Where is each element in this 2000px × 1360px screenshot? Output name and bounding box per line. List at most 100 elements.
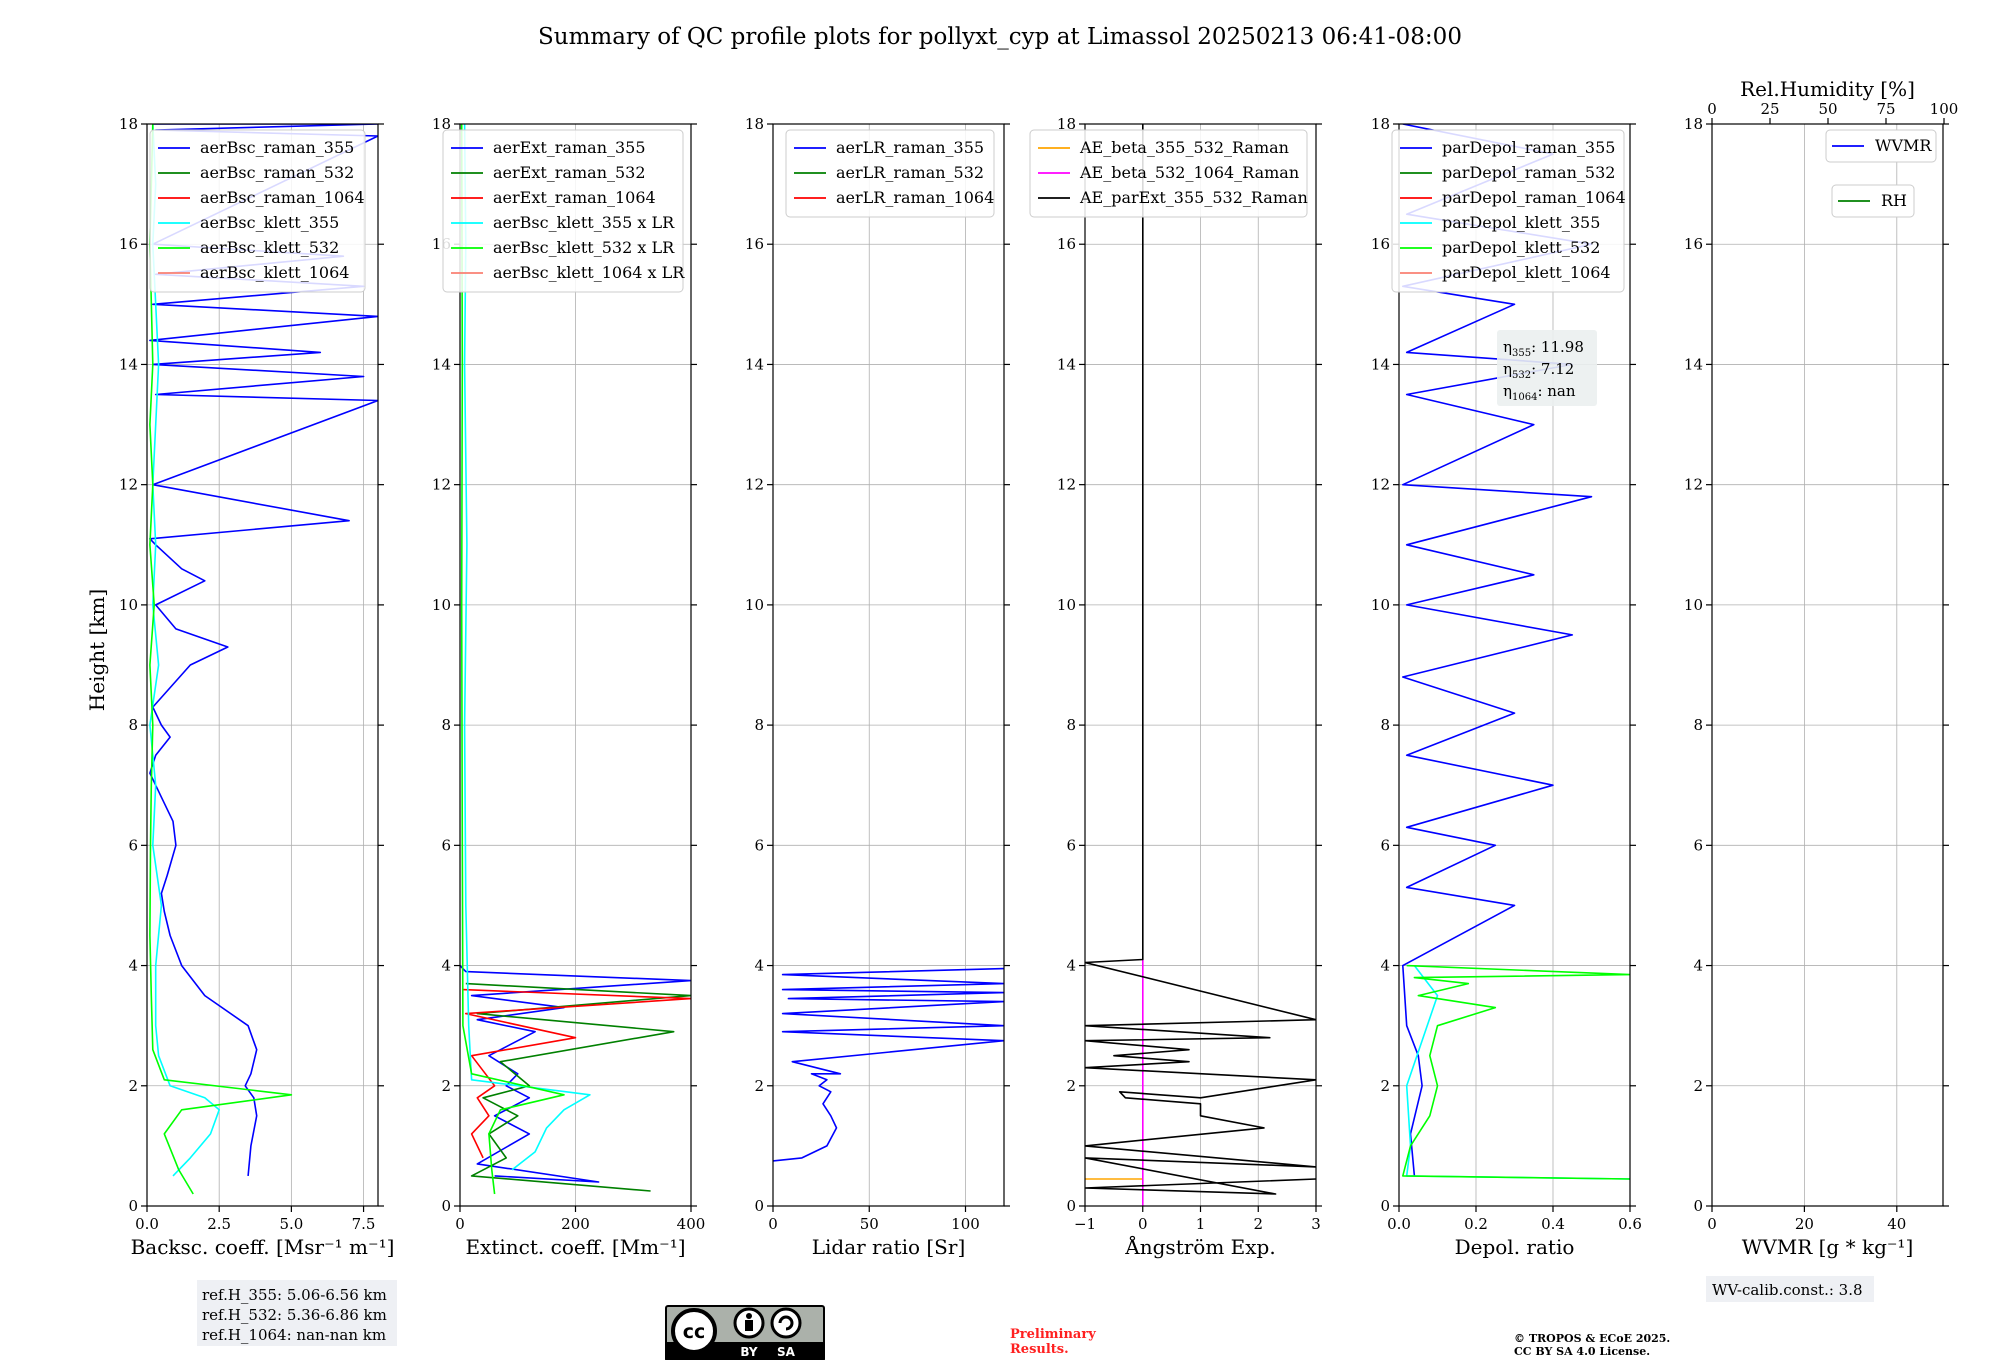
x-tick-label: 0.2 [1464,1215,1488,1233]
legend-box [149,129,366,293]
x-tick-label: 2 [1253,1215,1263,1233]
legend-label: aerLR_raman_355 [836,138,984,157]
copyright-label: © TROPOS & ECoE 2025. [1514,1332,1670,1345]
copyright-label: CC BY SA 4.0 License. [1514,1345,1650,1358]
x-tick-label: 0 [1138,1215,1148,1233]
y-tick-label: 4 [441,957,451,975]
series-group [1402,124,1630,1180]
reference-height-note: ref.H_355: 5.06-6.56 km ref.H_532: 5.36-… [197,1280,397,1346]
series-group [460,124,691,1195]
y-tick-label: 2 [754,1077,764,1095]
y-tick-label: 16 [119,235,138,253]
y-tick-label: 18 [1371,115,1390,133]
series-line [149,124,378,1176]
attribution-icon-body [745,1320,753,1331]
y-tick-label: 12 [1057,476,1076,494]
y-tick-label: 6 [128,836,138,854]
y-tick-label: 4 [1066,957,1076,975]
x-axis-label: Ångström Exp. [1124,1234,1275,1259]
note-line: ref.H_355: 5.06-6.56 km [202,1286,387,1304]
y-tick-label: 18 [432,115,451,133]
series-group [773,967,1004,1162]
y-tick-label: 14 [1371,355,1390,373]
note-background [1706,1276,1874,1302]
y-tick-label: 4 [1380,957,1390,975]
x-tick-label: 200 [561,1215,590,1233]
legend-label: AE_parExt_355_532_Raman [1079,188,1308,207]
legend-box [442,129,684,293]
legend-label: aerBsc_klett_1064 x LR [493,263,685,282]
legend-label: aerExt_raman_532 [493,163,646,182]
legend-label: aerBsc_klett_355 [200,213,339,232]
y-tick-label: 8 [1693,716,1703,734]
y-tick-label: 16 [1057,235,1076,253]
note-line: WV-calib.const.: 3.8 [1712,1281,1863,1299]
legend-box [1029,129,1308,218]
y-tick-label: 0 [1380,1197,1390,1215]
x-tick-label: 0 [1707,1215,1717,1233]
chart-panel: 0 2 4 6 8 10 12 14 16 18 0 50 100 Lidar ratio [Sr] aer… [745,115,1010,1259]
legend-label: aerBsc_raman_355 [200,138,354,157]
x-tick-label: 3 [1311,1215,1321,1233]
y-tick-label: 0 [441,1197,451,1215]
y-tick-label: 14 [1684,355,1703,373]
y-tick-label: 18 [119,115,138,133]
series-line [1402,964,1630,1180]
x-tick-label: 0 [768,1215,778,1233]
attribution-icon-head [746,1313,752,1319]
x-axis-label: Extinct. coeff. [Mm⁻¹] [465,1235,685,1259]
y-tick-label: 6 [441,836,451,854]
top-x-tick-label: 75 [1876,100,1895,118]
x-tick-label: 20 [1795,1215,1814,1233]
y-tick-label: 14 [745,355,764,373]
x-tick-label: 7.5 [352,1215,376,1233]
y-tick-label: 4 [754,957,764,975]
y-tick-label: 2 [441,1077,451,1095]
y-tick-label: 0 [754,1197,764,1215]
legend-label: aerBsc_klett_1064 [200,263,349,282]
x-tick-label: 0 [455,1215,465,1233]
series-line [1402,124,1593,1176]
x-tick-label: 40 [1887,1215,1906,1233]
legend-label: AE_beta_355_532_Raman [1079,138,1289,157]
series-group [1085,124,1316,1206]
y-axis-label: Height [km] [85,589,109,711]
preliminary-label: Results. [1010,1342,1069,1357]
x-tick-label: 5.0 [279,1215,303,1233]
legend-label: aerBsc_klett_355 x LR [493,213,675,232]
y-tick-label: 10 [1684,596,1703,614]
eta-box [1497,330,1597,406]
x-tick-label: 2.5 [207,1215,231,1233]
y-tick-label: 18 [745,115,764,133]
y-tick-label: 2 [1066,1077,1076,1095]
y-tick-label: 16 [1371,235,1390,253]
axes-frame [146,123,379,1207]
y-tick-label: 12 [1371,476,1390,494]
y-tick-label: 2 [1693,1077,1703,1095]
x-tick-label: 0.0 [135,1215,159,1233]
y-tick-label: 0 [1066,1197,1076,1215]
top-x-tick-label: 25 [1760,100,1779,118]
cc-logo-icon [671,1308,717,1354]
y-tick-label: 16 [745,235,764,253]
axes-frame [1398,123,1631,1207]
legend-label: parDepol_klett_532 [1442,238,1600,257]
top-x-axis-label: Rel.Humidity [%] [1740,77,1915,101]
x-tick-label: 1 [1196,1215,1206,1233]
y-tick-label: 2 [128,1077,138,1095]
series-line [1085,124,1316,1195]
y-tick-label: 14 [1057,355,1076,373]
y-tick-label: 14 [432,355,451,373]
cc-logo-text: cc [683,1321,706,1343]
series-group [149,124,378,1195]
y-tick-label: 18 [1684,115,1703,133]
y-tick-label: 8 [1380,716,1390,734]
legend-label: AE_beta_532_1064_Raman [1079,163,1299,182]
by-label: BY [740,1345,757,1359]
y-tick-label: 10 [119,596,138,614]
legend-box [1391,129,1625,293]
